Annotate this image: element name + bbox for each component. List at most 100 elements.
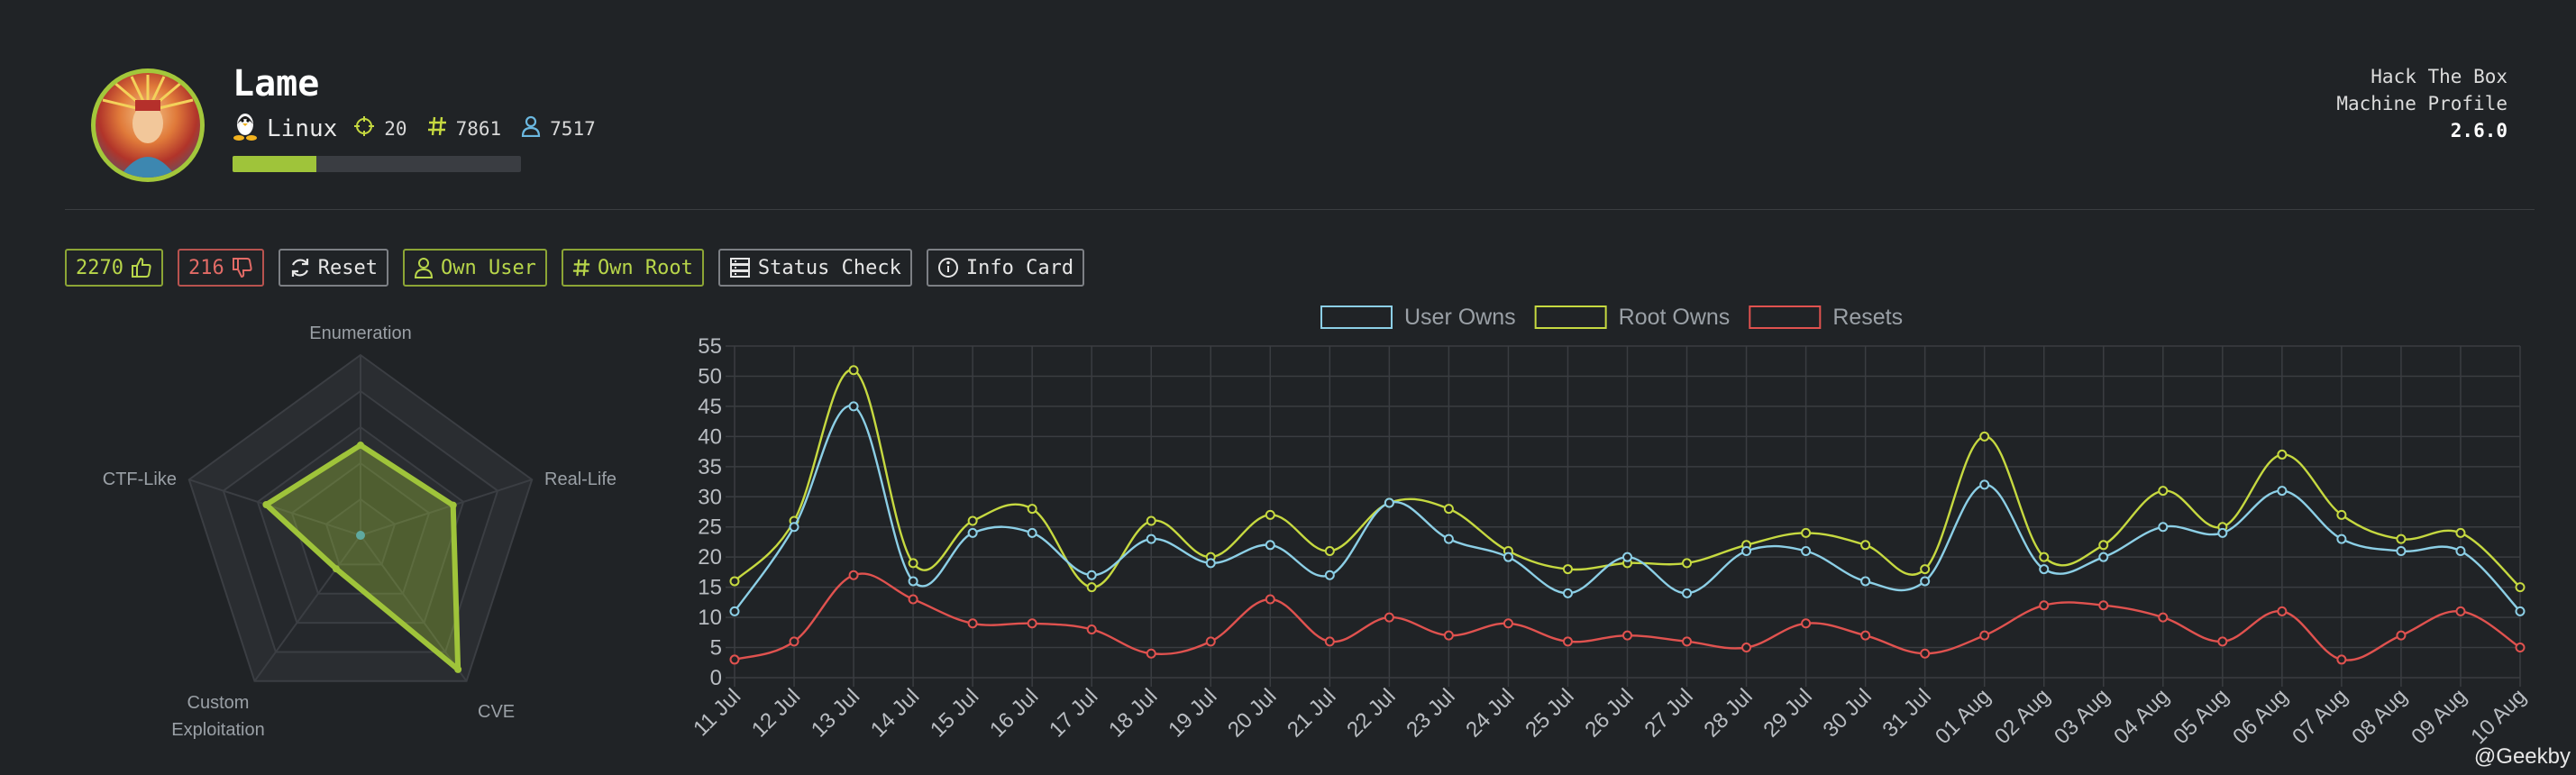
data-point[interactable] xyxy=(1979,479,1990,490)
data-point[interactable] xyxy=(1324,636,1335,647)
data-point[interactable] xyxy=(967,527,978,538)
data-point[interactable] xyxy=(1086,624,1097,634)
data-point[interactable] xyxy=(789,522,799,533)
data-point[interactable] xyxy=(1622,552,1632,562)
data-point[interactable] xyxy=(1503,552,1513,562)
legend-swatch[interactable] xyxy=(1534,305,1607,329)
data-point[interactable] xyxy=(1265,540,1275,551)
info-icon xyxy=(937,257,959,278)
data-point[interactable] xyxy=(908,576,918,587)
data-point[interactable] xyxy=(1860,576,1871,587)
legend-swatch[interactable] xyxy=(1749,305,1822,329)
data-point[interactable] xyxy=(1205,558,1216,569)
data-point[interactable] xyxy=(1682,636,1693,647)
data-point[interactable] xyxy=(1801,545,1812,556)
data-point[interactable] xyxy=(2277,486,2288,497)
like-button[interactable]: 2270 xyxy=(65,249,163,287)
dislike-button[interactable]: 216 xyxy=(177,249,264,287)
data-point[interactable] xyxy=(1860,540,1871,551)
data-point[interactable] xyxy=(2515,606,2526,616)
data-point[interactable] xyxy=(1146,533,1156,544)
data-point[interactable] xyxy=(2098,552,2109,562)
data-point[interactable] xyxy=(729,576,740,587)
data-point[interactable] xyxy=(2098,540,2109,551)
data-point[interactable] xyxy=(2158,522,2169,533)
data-point[interactable] xyxy=(2039,564,2050,575)
data-point[interactable] xyxy=(729,606,740,616)
data-point[interactable] xyxy=(1324,570,1335,580)
data-point[interactable] xyxy=(908,594,918,605)
data-point[interactable] xyxy=(1027,527,1037,538)
data-point[interactable] xyxy=(1205,636,1216,647)
data-point[interactable] xyxy=(848,570,859,580)
data-point[interactable] xyxy=(2396,630,2407,641)
data-point[interactable] xyxy=(2455,527,2466,538)
data-point[interactable] xyxy=(908,558,918,569)
data-point[interactable] xyxy=(2158,612,2169,623)
data-point[interactable] xyxy=(1682,588,1693,598)
data-point[interactable] xyxy=(2515,582,2526,593)
data-point[interactable] xyxy=(1979,630,1990,641)
data-point[interactable] xyxy=(2158,486,2169,497)
data-point[interactable] xyxy=(1384,612,1394,623)
data-point[interactable] xyxy=(2277,449,2288,460)
data-point[interactable] xyxy=(1562,636,1573,647)
data-point[interactable] xyxy=(1146,515,1156,526)
data-point[interactable] xyxy=(2336,533,2347,544)
info-card-button[interactable]: Info Card xyxy=(926,249,1085,287)
data-point[interactable] xyxy=(1086,570,1097,580)
data-point[interactable] xyxy=(1086,582,1097,593)
status-check-button[interactable]: Status Check xyxy=(717,249,912,287)
data-point[interactable] xyxy=(2217,527,2228,538)
data-point[interactable] xyxy=(1027,618,1037,629)
data-point[interactable] xyxy=(1979,431,1990,442)
data-point[interactable] xyxy=(2396,533,2407,544)
data-point[interactable] xyxy=(2277,606,2288,616)
data-point[interactable] xyxy=(2455,606,2466,616)
legend-label[interactable]: Root Owns xyxy=(1619,305,1731,330)
data-point[interactable] xyxy=(1324,545,1335,556)
data-point[interactable] xyxy=(2098,600,2109,611)
data-point[interactable] xyxy=(1265,594,1275,605)
own-root-button[interactable]: Own Root xyxy=(561,249,704,287)
data-point[interactable] xyxy=(1443,630,1454,641)
data-point[interactable] xyxy=(1027,504,1037,515)
data-point[interactable] xyxy=(2515,643,2526,653)
data-point[interactable] xyxy=(1503,618,1513,629)
data-point[interactable] xyxy=(1443,504,1454,515)
data-point[interactable] xyxy=(2039,600,2050,611)
data-point[interactable] xyxy=(1920,564,1931,575)
data-point[interactable] xyxy=(1562,588,1573,598)
legend-label[interactable]: User Owns xyxy=(1404,305,1516,330)
legend-swatch[interactable] xyxy=(1320,305,1393,329)
own-user-button[interactable]: Own User xyxy=(402,249,547,287)
data-point[interactable] xyxy=(1443,533,1454,544)
data-point[interactable] xyxy=(1384,497,1394,508)
data-point[interactable] xyxy=(848,365,859,376)
data-point[interactable] xyxy=(2336,509,2347,520)
data-point[interactable] xyxy=(2217,636,2228,647)
data-point[interactable] xyxy=(1860,630,1871,641)
data-point[interactable] xyxy=(1622,630,1632,641)
data-point[interactable] xyxy=(1146,648,1156,659)
data-point[interactable] xyxy=(1682,558,1693,569)
data-point[interactable] xyxy=(1265,509,1275,520)
data-point[interactable] xyxy=(2336,654,2347,665)
data-point[interactable] xyxy=(1562,564,1573,575)
data-point[interactable] xyxy=(1920,576,1931,587)
data-point[interactable] xyxy=(1801,618,1812,629)
legend-label[interactable]: Resets xyxy=(1832,305,1903,330)
data-point[interactable] xyxy=(2455,545,2466,556)
reset-button[interactable]: Reset xyxy=(278,249,388,287)
data-point[interactable] xyxy=(789,636,799,647)
data-point[interactable] xyxy=(2039,552,2050,562)
data-point[interactable] xyxy=(2396,545,2407,556)
data-point[interactable] xyxy=(1801,527,1812,538)
data-point[interactable] xyxy=(729,654,740,665)
data-point[interactable] xyxy=(967,515,978,526)
data-point[interactable] xyxy=(1920,648,1931,659)
data-point[interactable] xyxy=(1741,545,1752,556)
data-point[interactable] xyxy=(848,401,859,412)
data-point[interactable] xyxy=(1741,643,1752,653)
data-point[interactable] xyxy=(967,618,978,629)
